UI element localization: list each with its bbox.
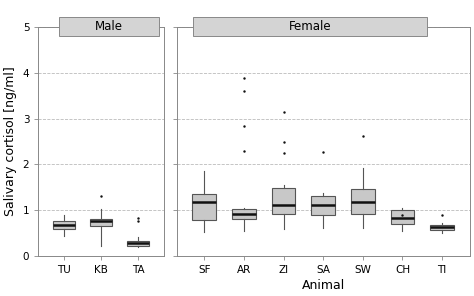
PathPatch shape [127,241,149,246]
Y-axis label: Salivary cortisol [ng/ml]: Salivary cortisol [ng/ml] [4,67,17,216]
PathPatch shape [391,210,414,224]
PathPatch shape [311,196,335,215]
PathPatch shape [272,188,295,214]
PathPatch shape [53,221,75,229]
PathPatch shape [232,209,256,219]
PathPatch shape [192,194,216,220]
X-axis label: Animal: Animal [301,279,345,292]
Text: Female: Female [288,20,331,33]
PathPatch shape [351,189,375,214]
PathPatch shape [430,225,454,230]
Text: Male: Male [95,20,123,33]
PathPatch shape [90,219,112,226]
